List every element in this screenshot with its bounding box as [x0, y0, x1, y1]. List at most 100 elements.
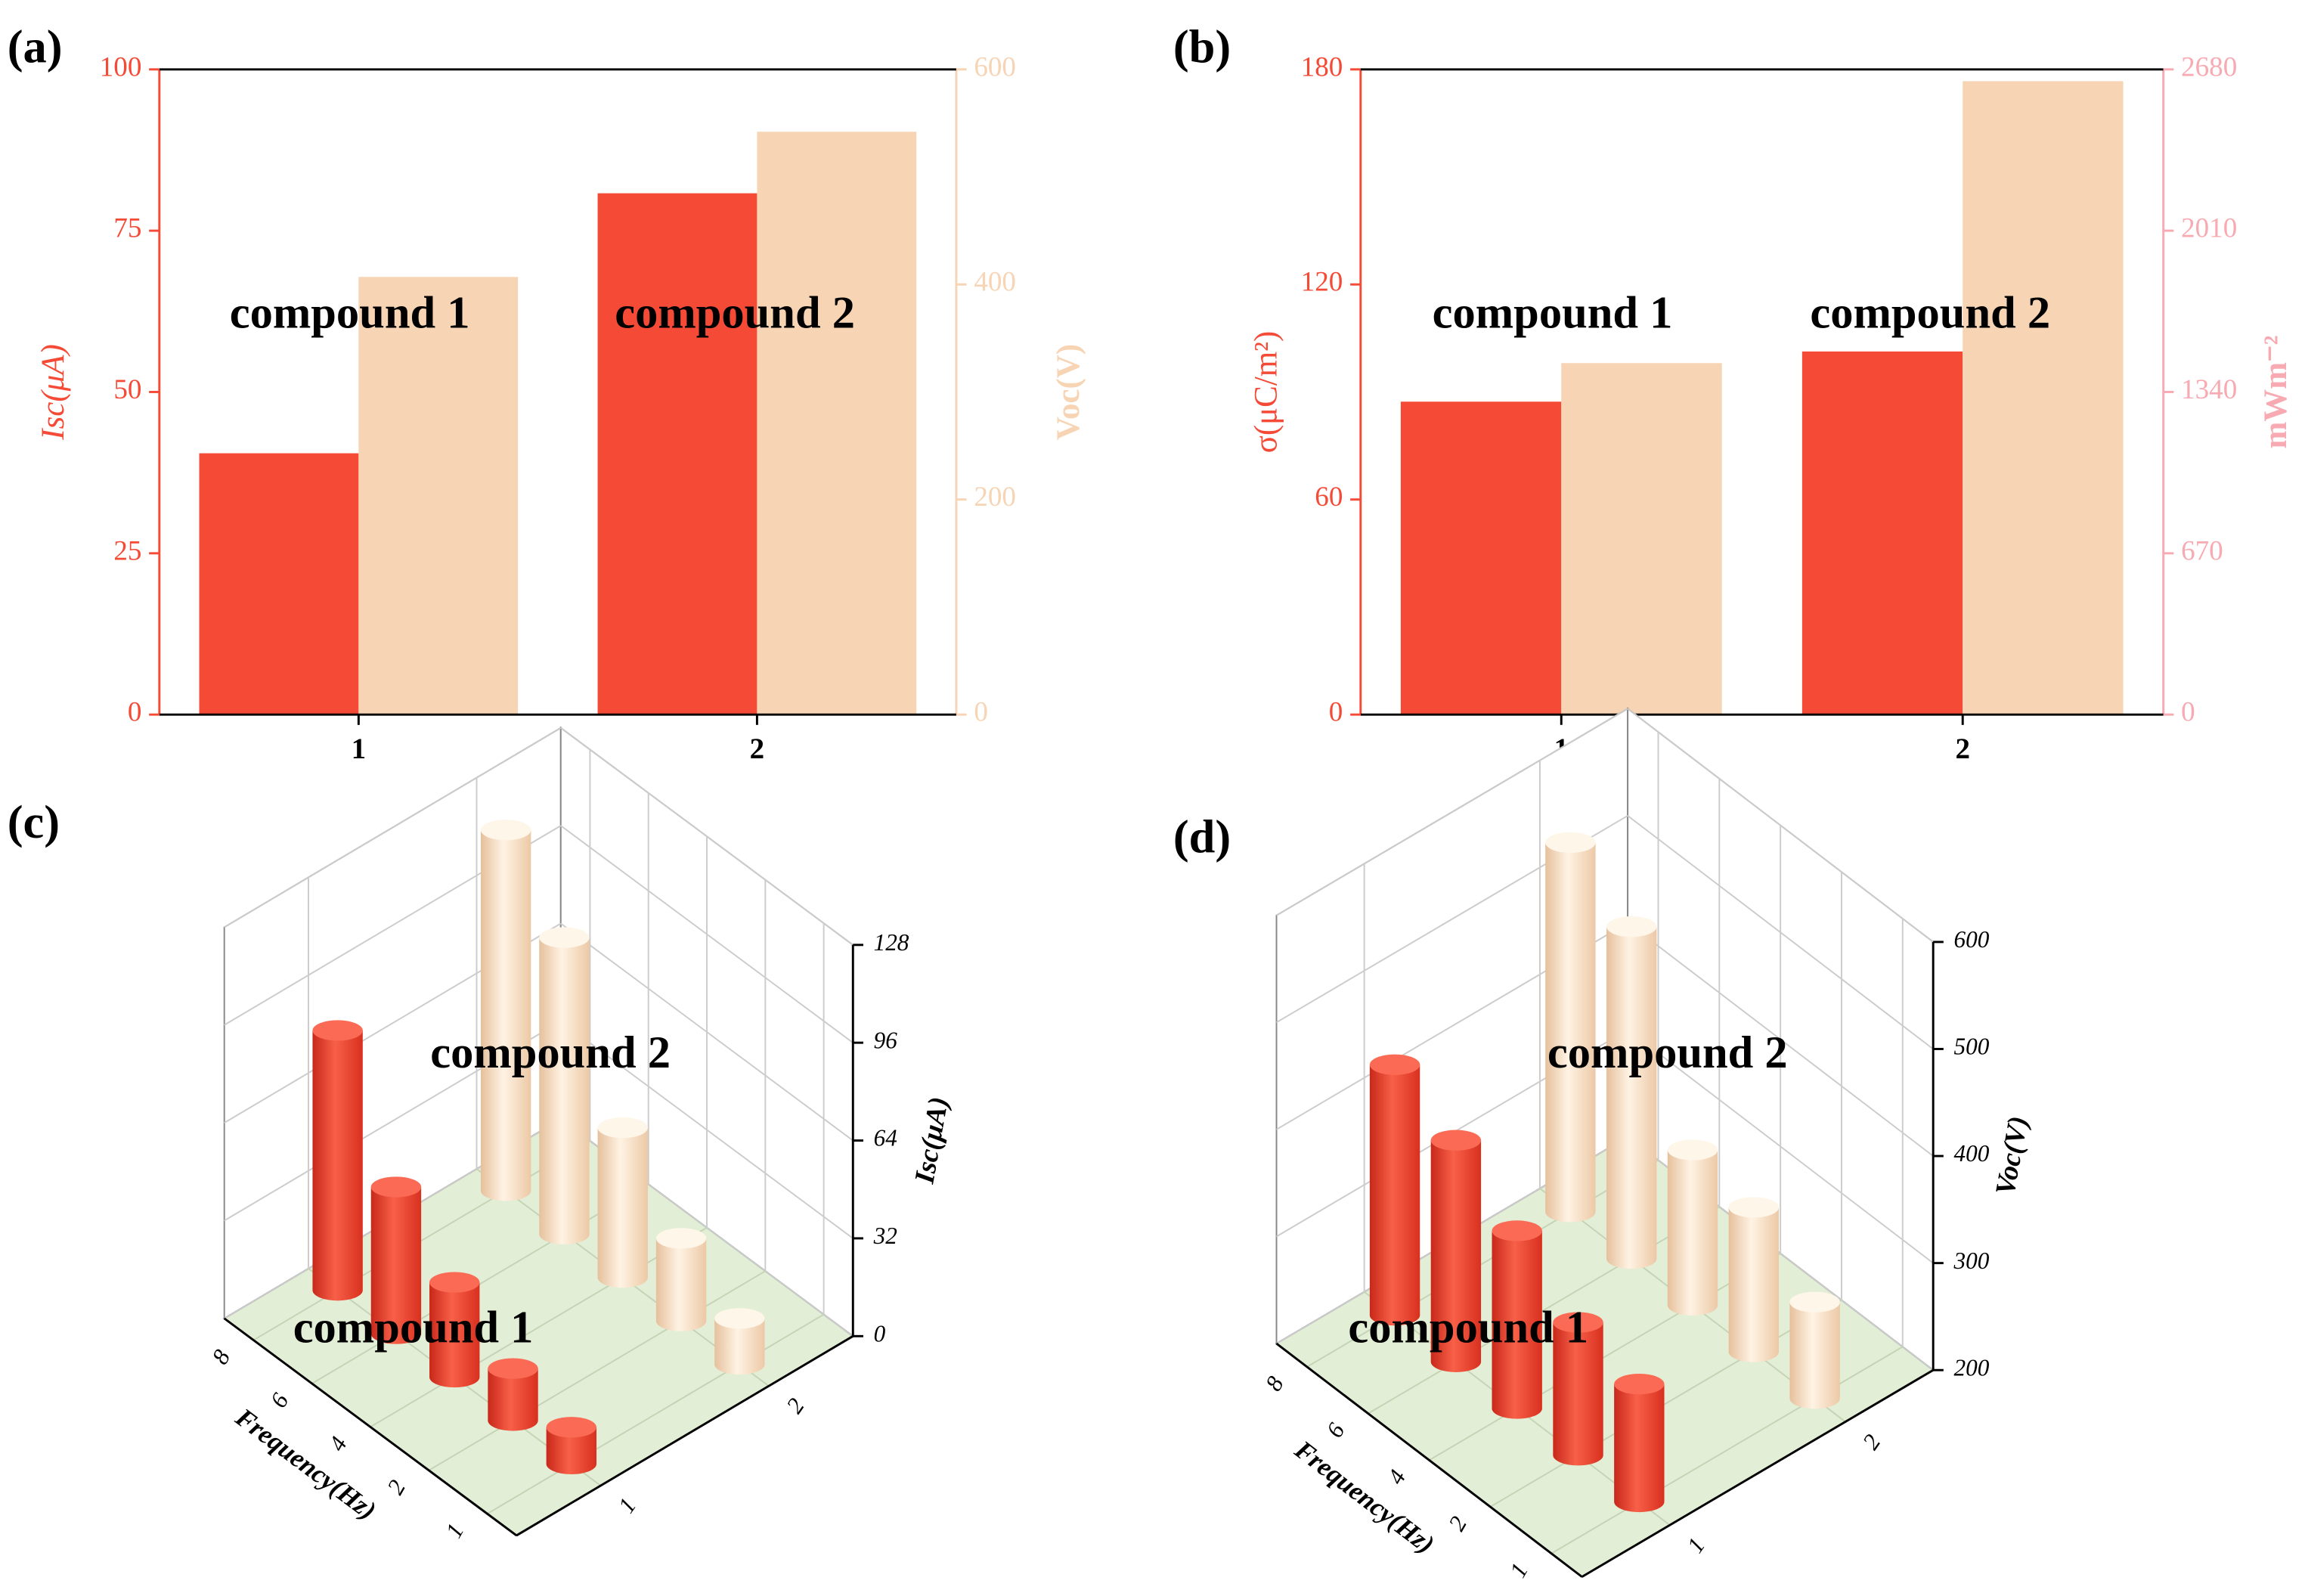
- panel-label: (a): [8, 20, 63, 73]
- cylinder: [546, 1427, 597, 1474]
- cylinder-top: [1492, 1220, 1542, 1241]
- cylinder: [1789, 1302, 1840, 1409]
- x-tick-label: 4: [1382, 1465, 1411, 1489]
- z-tick-label: 200: [1954, 1354, 1990, 1381]
- cylinder-top: [1614, 1374, 1665, 1395]
- cylinder: [1728, 1207, 1779, 1362]
- cylinder: [1667, 1150, 1718, 1316]
- z-tick-label: 600: [1954, 926, 1990, 953]
- cylinder: [714, 1318, 765, 1375]
- y-axis-label: Isc(μA): [36, 344, 71, 440]
- bar: [1963, 81, 2124, 715]
- cylinder: [1553, 1322, 1603, 1466]
- series-tick-label: 2: [1857, 1430, 1886, 1455]
- z-axis-label: Isc(μA): [909, 1095, 955, 1187]
- cylinder: [1545, 842, 1596, 1223]
- grid-line: [1368, 1206, 1720, 1415]
- z-tick-label: 0: [874, 1320, 886, 1347]
- z-tick-label: 64: [874, 1125, 897, 1151]
- series-tick-label: 1: [1681, 1532, 1710, 1557]
- annotation: compound 2: [430, 1027, 671, 1078]
- x-tick-label: 1: [1504, 1558, 1533, 1582]
- cylinder: [539, 937, 590, 1244]
- cylinder-top: [655, 1228, 707, 1249]
- x-tick-label: 8: [1260, 1371, 1289, 1395]
- axis-edge: [223, 1317, 518, 1537]
- z-tick-label: 128: [874, 929, 909, 956]
- y2-tick-label: 1340: [2181, 374, 2237, 405]
- x-tick-label: 1: [440, 1519, 469, 1542]
- y-tick-label: 60: [1315, 482, 1343, 513]
- cylinder-top: [312, 1020, 363, 1041]
- cylinder-top: [1728, 1197, 1779, 1218]
- cylinder-top: [1545, 832, 1596, 854]
- x-tick-label: 2: [1443, 1512, 1472, 1536]
- annotation: compound 2: [1547, 1027, 1788, 1078]
- y-tick-label: 120: [1301, 267, 1343, 298]
- cylinder-top: [1553, 1312, 1603, 1333]
- bar: [1561, 363, 1722, 715]
- x-tick-label: 8: [206, 1345, 235, 1368]
- cylinder: [488, 1368, 538, 1431]
- grid-line: [1276, 708, 1628, 916]
- y-tick-label: 0: [1329, 697, 1343, 728]
- grid-line: [1489, 1299, 1842, 1508]
- y-tick-label: 100: [100, 51, 142, 82]
- grid-line: [311, 1183, 649, 1384]
- bar: [1400, 401, 1562, 715]
- cylinder-top: [546, 1417, 597, 1438]
- cylinder-top: [1606, 916, 1657, 937]
- y2-tick-label: 600: [974, 51, 1016, 82]
- cylinder: [1492, 1230, 1542, 1419]
- annotation: compound 1: [1348, 1302, 1588, 1353]
- cylinder-top: [429, 1272, 480, 1293]
- grid-line: [1306, 1159, 1659, 1368]
- z-axis-label: Voc(V): [1990, 1114, 2034, 1198]
- y-tick-label: 25: [113, 535, 141, 566]
- annotation: compound 1: [1433, 288, 1673, 339]
- grid-line: [252, 1140, 590, 1341]
- axis-edge: [516, 1335, 854, 1537]
- cylinder: [370, 1187, 422, 1344]
- y2-tick-label: 0: [974, 697, 988, 728]
- cylinder-top: [1789, 1291, 1840, 1312]
- annotation: compound 1: [230, 288, 470, 339]
- y2-tick-label: 0: [2181, 697, 2195, 728]
- annotation: compound 1: [293, 1302, 534, 1353]
- y-tick-label: 0: [128, 697, 142, 728]
- z-tick-label: 400: [1954, 1140, 1990, 1167]
- bar: [757, 132, 917, 715]
- cylinder: [1369, 1065, 1420, 1326]
- x-tick-label: 6: [1321, 1418, 1349, 1442]
- y2-tick-label: 400: [974, 267, 1016, 298]
- bar: [1801, 351, 1963, 715]
- x-tick-label: 1: [352, 733, 367, 765]
- cylinder: [1614, 1384, 1665, 1513]
- cylinder-top: [539, 927, 590, 948]
- cylinder-top: [1369, 1054, 1420, 1075]
- axis-edge: [1275, 1342, 1583, 1578]
- cylinder-top: [488, 1358, 538, 1379]
- panel-label: (b): [1173, 20, 1231, 73]
- panel-label: (d): [1173, 810, 1231, 863]
- cylinder: [429, 1282, 480, 1388]
- annotation: compound 2: [615, 288, 855, 339]
- y-tick-label: 75: [113, 213, 141, 244]
- x-tick-label: 4: [324, 1432, 352, 1455]
- x-axis-label: Frequency(Hz): [230, 1402, 382, 1525]
- panel-label: (c): [8, 795, 60, 848]
- z-tick-label: 300: [1953, 1247, 1990, 1274]
- annotation: compound 2: [1810, 288, 2050, 339]
- bar: [199, 453, 359, 715]
- series-tick-label: 2: [781, 1393, 810, 1418]
- x-tick-label: 6: [265, 1388, 293, 1412]
- x-tick-label: 2: [1955, 733, 1970, 765]
- cylinder-top: [597, 1117, 648, 1139]
- z-tick-label: 500: [1954, 1034, 1990, 1060]
- cylinder: [312, 1030, 363, 1301]
- y-axis-label: σ(μC/m²): [1249, 331, 1284, 454]
- bar: [358, 277, 519, 715]
- y-tick-label: 180: [1301, 51, 1343, 82]
